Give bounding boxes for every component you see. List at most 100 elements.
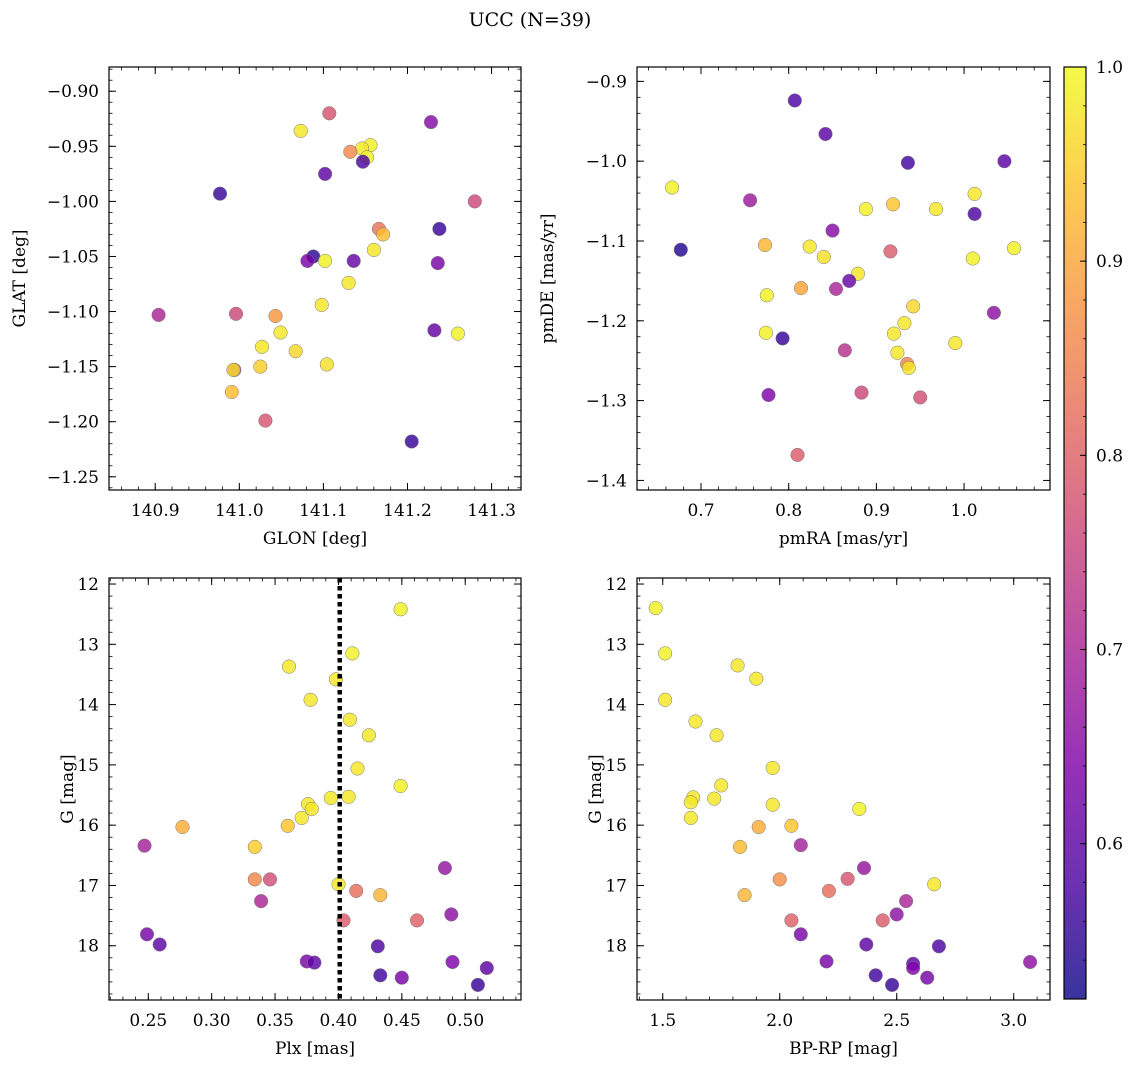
data-point [300, 253, 315, 268]
data-point [137, 838, 152, 853]
y-axis-label: GLAT [deg] [10, 229, 30, 327]
data-point [743, 193, 758, 208]
data-point [730, 658, 745, 673]
colorbar-tick-label: 0.7 [1096, 641, 1123, 661]
y-tick-label: −1.4 [586, 471, 627, 491]
data-point [470, 977, 485, 992]
data-point [920, 970, 935, 985]
data-point [314, 297, 329, 312]
data-point [759, 288, 774, 303]
data-point [890, 345, 905, 360]
y-tick-label: 17 [605, 876, 627, 896]
data-point [253, 359, 268, 374]
data-points [137, 602, 494, 992]
y-tick-label: −1.0 [586, 152, 627, 172]
data-point [319, 357, 334, 372]
axes-frame [636, 66, 1051, 491]
data-point [247, 839, 262, 854]
data-point [346, 253, 361, 268]
x-tick-label: 0.30 [193, 1011, 231, 1031]
data-point [883, 244, 898, 259]
data-point [683, 795, 698, 810]
data-point [906, 960, 921, 976]
data-point [450, 326, 465, 341]
data-point [758, 325, 773, 340]
y-tick-label: 17 [77, 876, 99, 896]
data-point [304, 801, 319, 816]
data-point [821, 883, 836, 898]
data-point [341, 275, 356, 290]
data-point [818, 126, 833, 142]
data-point [709, 728, 724, 743]
y-tick-label: −0.9 [586, 72, 627, 92]
data-point [840, 871, 855, 886]
data-point [212, 186, 228, 201]
data-point [139, 927, 155, 942]
x-tick-label: 140.9 [131, 501, 180, 521]
data-point [373, 968, 388, 983]
y-tick-label: −1.2 [586, 312, 627, 332]
data-point [856, 860, 872, 876]
colorbar: 0.6 0.7 0.8 0.9 1.0 [1063, 58, 1123, 1000]
panel-bprp-g: 1.5 2.0 2.5 3.0 12 13 14 15 16 17 18 BP-RP [mag] G [… [586, 575, 1051, 1059]
data-point [665, 180, 680, 195]
data-point [479, 960, 494, 976]
data-point [819, 954, 834, 969]
y-tick-label: 14 [605, 696, 627, 716]
data-point [307, 955, 322, 970]
x-tick-label: 0.45 [383, 1011, 421, 1031]
colorbar-tick-label: 0.6 [1096, 835, 1123, 855]
data-points [665, 93, 1022, 462]
data-point [787, 93, 802, 108]
data-point [732, 839, 748, 854]
y-tick-label: 16 [77, 816, 99, 836]
data-point [931, 939, 946, 954]
data-point [986, 305, 1001, 320]
data-point [224, 384, 239, 400]
panel-pmra-pmde: 0.7 0.8 0.9 1.0 −0.9 −1.0 −1.1 −1.2 −1.3 −1.4 pmRA… [538, 66, 1051, 549]
data-point [889, 907, 904, 922]
axes-frame [636, 577, 1051, 1001]
x-tick-label: 141.3 [467, 501, 516, 521]
panel-glon-glat: 140.9 141.0 141.1 141.2 141.3 −0.90 −0.95 −1.00… [10, 66, 522, 549]
y-tick-label: −0.90 [47, 82, 99, 102]
y-tick-label: 12 [605, 575, 627, 595]
x-tick-label: 141.2 [383, 501, 432, 521]
x-tick-label: 1.5 [649, 1011, 676, 1031]
data-point [350, 761, 365, 776]
data-point [784, 913, 799, 928]
y-tick-label: 15 [77, 756, 99, 776]
y-tick-label: 15 [605, 756, 627, 776]
data-point [342, 712, 357, 727]
data-point [859, 937, 874, 952]
x-tick-label: 2.5 [883, 1011, 910, 1031]
data-point [361, 728, 376, 743]
data-point [467, 194, 482, 209]
y-tick-label: 18 [77, 937, 99, 957]
x-axis-label: BP-RP [mag] [789, 1039, 898, 1059]
data-point [152, 937, 167, 952]
x-tick-label: 3.0 [1000, 1011, 1027, 1031]
y-axis-label: G [mag] [586, 754, 606, 823]
colorbar-tick-label: 1.0 [1096, 58, 1123, 78]
y-tick-label: 18 [605, 937, 627, 957]
y-tick-label: −1.10 [47, 303, 99, 323]
data-point [318, 253, 333, 268]
x-axis-label: GLON [deg] [263, 529, 367, 549]
data-point [323, 790, 338, 806]
data-point [828, 281, 844, 296]
x-tick-label: 0.25 [129, 1011, 167, 1031]
data-point [445, 954, 460, 970]
axes-frame [108, 66, 522, 491]
data-point [294, 810, 309, 825]
y-tick-label: 16 [605, 816, 627, 836]
data-point [151, 307, 166, 322]
x-tick-label: 0.9 [863, 501, 890, 521]
data-point [875, 913, 890, 928]
data-point [842, 273, 857, 288]
x-tick-label: 0.50 [446, 1011, 484, 1031]
y-tick-label: −1.3 [586, 392, 627, 412]
data-point [885, 977, 900, 992]
data-point [775, 331, 790, 346]
data-point [262, 872, 278, 887]
